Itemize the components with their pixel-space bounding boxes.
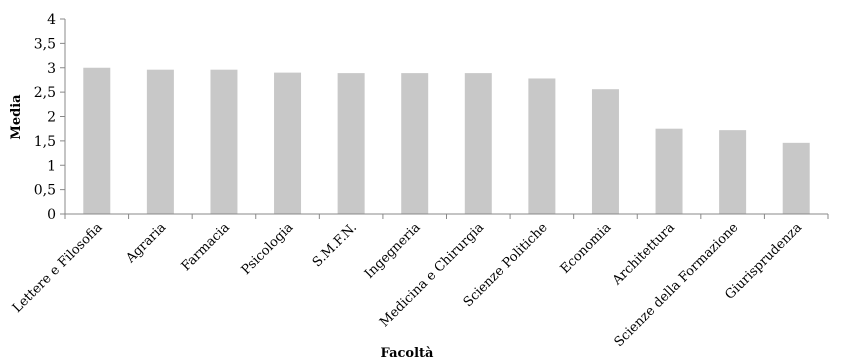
x-category-label: S.M.F.N. xyxy=(310,220,360,270)
y-tick-label: 4 xyxy=(47,12,56,28)
y-tick-label: 2 xyxy=(47,110,56,126)
y-tick-label: 3 xyxy=(47,61,56,77)
x-category-label: Ingegneria xyxy=(362,220,424,282)
bar-8 xyxy=(591,89,619,214)
x-category-label: Lettere e Filosofia xyxy=(10,220,106,316)
x-category-label: Agraria xyxy=(123,220,170,267)
x-category-label: Economia xyxy=(558,220,615,277)
bar-4 xyxy=(337,73,365,214)
bar-11 xyxy=(782,142,810,214)
bar-3 xyxy=(274,72,302,214)
bar-1 xyxy=(146,69,174,214)
bar-9 xyxy=(655,128,683,214)
y-tick-label: 0 xyxy=(47,207,56,223)
x-axis-title: Facoltà xyxy=(381,346,434,361)
y-tick-label: 0,5 xyxy=(34,183,56,199)
y-axis-title: Media xyxy=(9,94,24,140)
bars xyxy=(83,67,810,214)
bar-6 xyxy=(464,73,492,214)
y-axis: 0 0,5 1 1,5 2 2,5 3 3,5 4 xyxy=(34,12,66,223)
x-category-label: Scienze della Formazione xyxy=(612,220,742,350)
bar-7 xyxy=(528,78,556,214)
x-category-label: Medicina e Chirurgia xyxy=(377,220,487,330)
y-tick-label: 3,5 xyxy=(34,36,56,52)
x-category-label: Farmacia xyxy=(179,220,233,274)
bar-2 xyxy=(210,69,238,214)
bar-5 xyxy=(401,73,429,214)
x-category-label: Architettura xyxy=(609,220,678,289)
y-tick-label: 2,5 xyxy=(34,85,56,101)
x-axis: Lettere e Filosofia Agraria Farmacia Psicol… xyxy=(10,213,829,350)
x-category-label: Psicologia xyxy=(239,220,297,278)
bar-0 xyxy=(83,67,111,214)
y-tick-label: 1,5 xyxy=(34,134,56,150)
bar-10 xyxy=(719,130,747,214)
y-tick-label: 1 xyxy=(47,158,56,174)
